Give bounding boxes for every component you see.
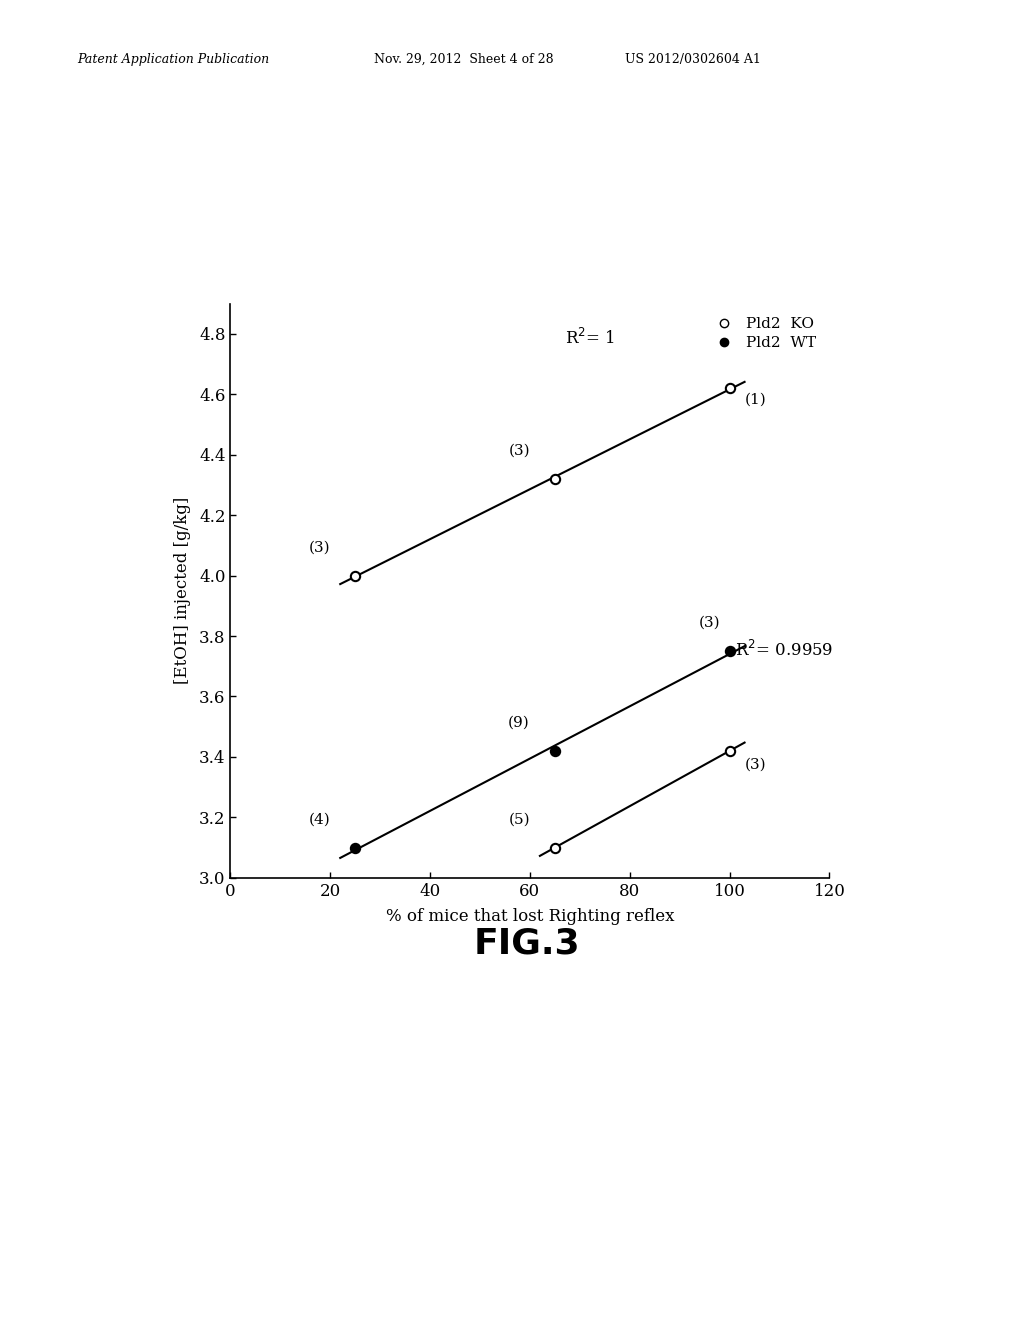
Text: FIG.3: FIG.3 <box>474 927 581 961</box>
Text: (3): (3) <box>698 616 721 630</box>
Point <box>721 741 737 762</box>
Text: (3): (3) <box>308 540 330 554</box>
Text: R$^2$= 0.9959: R$^2$= 0.9959 <box>734 640 833 660</box>
Text: (4): (4) <box>308 812 330 826</box>
Text: R$^2$= 1: R$^2$= 1 <box>565 327 614 348</box>
Point <box>721 640 737 661</box>
Text: (1): (1) <box>744 392 766 407</box>
Point <box>347 565 364 586</box>
Point <box>721 378 737 399</box>
X-axis label: % of mice that lost Righting reflex: % of mice that lost Righting reflex <box>386 908 674 925</box>
Text: (3): (3) <box>744 758 766 772</box>
Text: US 2012/0302604 A1: US 2012/0302604 A1 <box>625 53 761 66</box>
Y-axis label: [EtOH] injected [g/kg]: [EtOH] injected [g/kg] <box>174 498 190 684</box>
Text: (9): (9) <box>508 715 530 730</box>
Legend: Pld2  KO, Pld2  WT: Pld2 KO, Pld2 WT <box>702 312 822 356</box>
Point <box>347 837 364 858</box>
Text: Nov. 29, 2012  Sheet 4 of 28: Nov. 29, 2012 Sheet 4 of 28 <box>374 53 553 66</box>
Text: (3): (3) <box>508 444 530 458</box>
Point <box>547 741 563 762</box>
Text: Patent Application Publication: Patent Application Publication <box>77 53 269 66</box>
Text: (5): (5) <box>508 812 530 826</box>
Point <box>547 469 563 490</box>
Point <box>547 837 563 858</box>
